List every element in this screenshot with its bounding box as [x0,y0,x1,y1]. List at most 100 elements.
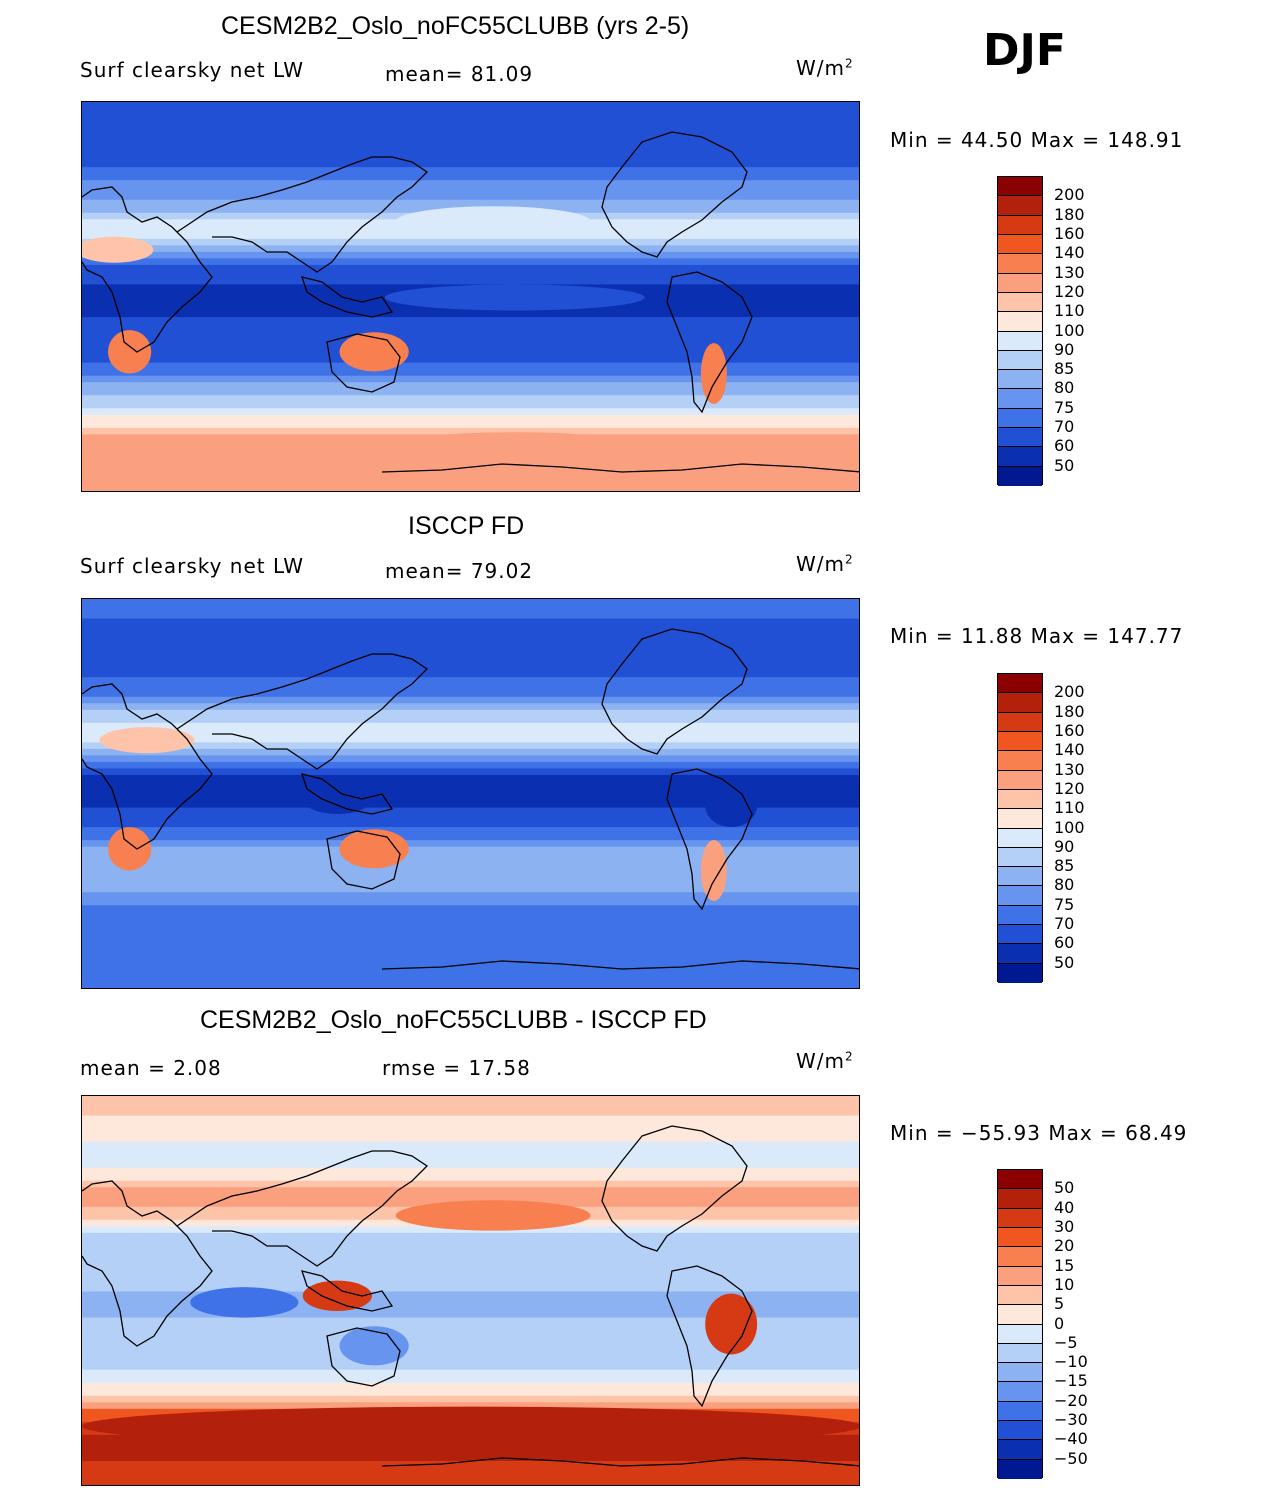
contour-band [82,128,859,136]
contour-band [82,414,859,422]
colorbar-swatch [998,1324,1042,1344]
coastline [601,628,748,755]
feature-contour [107,827,152,871]
contour-band [82,173,859,181]
colorbar-tick-label: 120 [1054,778,1085,798]
colorbar-tick-label: 200 [1054,185,1085,205]
colorbar-swatch [998,177,1042,197]
contour-band [82,885,859,893]
contour-band [82,1154,859,1162]
colorbar-swatch [998,905,1042,926]
panel3-map [81,1095,860,1486]
contour-band [82,141,859,149]
contour-band [82,362,859,370]
contour-band [82,664,859,672]
contour-band [82,121,859,129]
feature-contour [99,727,195,754]
contour-band [82,1337,859,1345]
coastline [326,1327,401,1387]
contour-band [82,1467,859,1475]
contour-band [82,154,859,162]
contour-band [82,833,859,841]
colorbar-tick-label: 100 [1054,320,1085,340]
contour-band [82,1454,859,1462]
contour-band [82,1271,859,1280]
contour-band [82,199,859,207]
colorbar-swatch [998,828,1042,848]
coastline [301,1270,394,1312]
feature-contour [705,783,758,828]
colorbar-tick-label: 70 [1054,417,1075,437]
panel2-units: W/m2 [796,552,854,576]
colorbar-tick-label: 10 [1054,1274,1075,1294]
colorbar-swatch [998,1421,1042,1441]
contour-band [82,618,859,626]
contour-band [82,729,859,737]
colorbar-swatch [998,712,1042,732]
contour-band [82,1460,859,1469]
contour-band [82,794,859,802]
contour-band [82,944,859,952]
panel3-colorbar [997,1169,1043,1479]
contour-band [82,716,859,724]
contour-band [82,918,859,926]
colorbar-swatch [998,408,1042,429]
feature-contour [363,432,667,476]
colorbar-tick-label: 160 [1054,223,1085,243]
colorbar-swatch [998,1459,1042,1479]
colorbar-swatch [998,370,1042,390]
feature-contour [395,1200,591,1231]
contour-band [82,1167,859,1175]
coastline [176,156,429,273]
contour-band [82,1480,859,1485]
colorbar-swatch [998,312,1042,332]
contour-band [82,356,859,364]
contour-band [82,1102,859,1110]
contour-band [82,1239,859,1247]
contour-band [82,1447,859,1456]
contour-band [82,427,859,435]
colorbar-swatch [998,944,1042,964]
feature-contour [339,332,409,372]
contour-band [82,238,859,246]
contour-band [82,277,859,286]
coastline [326,333,401,393]
contour-band [82,1298,859,1306]
colorbar-swatch [998,1266,1042,1286]
contour-band [82,421,859,429]
contour-band [82,388,859,396]
colorbar-tick-label: 120 [1054,281,1085,301]
contour-band [82,186,859,194]
contour-band [82,1376,859,1384]
contour-band [82,696,859,704]
contour-band [82,167,859,175]
colorbar-swatch [998,273,1042,293]
colorbar-swatch [998,867,1042,887]
colorbar-tick-label: 130 [1054,759,1085,779]
colorbar-swatch [998,963,1042,983]
contour-band [82,1141,859,1149]
contour-band [82,690,859,698]
colorbar-swatch [998,1208,1042,1228]
colorbar-swatch [998,731,1042,752]
contour-band [82,1304,859,1312]
colorbar-tick-label: 90 [1054,339,1075,359]
panel2-mean: mean= 79.02 [385,559,534,583]
panel1-map-field [82,102,859,491]
colorbar-tick-label: 15 [1054,1255,1075,1275]
contour-band [82,983,859,988]
colorbar-swatch [998,1401,1042,1422]
contour-band [82,931,859,939]
contour-band [82,1122,859,1130]
contour-band [82,134,859,142]
contour-band [82,976,859,985]
colorbar-swatch [998,234,1042,255]
colorbar-swatch [998,1382,1042,1402]
colorbar-swatch [998,447,1042,467]
contour-band [82,651,859,659]
contour-band [82,160,859,168]
colorbar-swatch [998,886,1042,906]
coastline [666,768,753,911]
contour-band [82,879,859,887]
colorbar-swatch [998,751,1042,771]
